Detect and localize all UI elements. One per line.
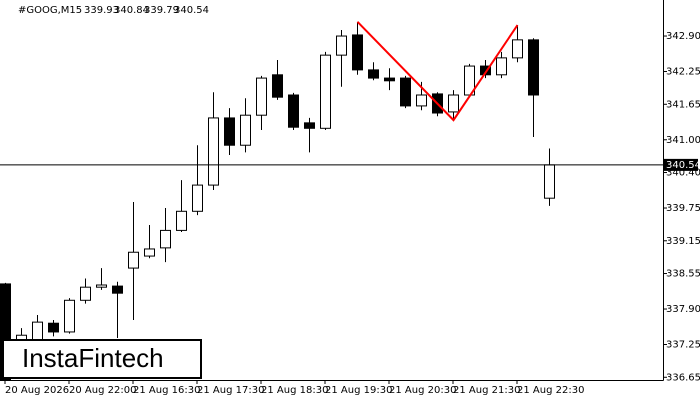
- candle-body: [528, 39, 539, 96]
- y-tick-label: 342.25: [666, 67, 700, 78]
- candle-body: [112, 285, 123, 294]
- candle-body: [496, 57, 507, 76]
- y-tick-label: 339.15: [666, 236, 700, 247]
- candle-body: [352, 34, 363, 71]
- y-tick-label: 339.75: [666, 203, 700, 214]
- candle-body: [368, 69, 379, 79]
- price-label: 340.54: [666, 160, 700, 171]
- x-tick-label: 21 Aug 17:30: [197, 385, 264, 396]
- x-tick-label: 21 Aug 16:30: [133, 385, 200, 396]
- y-tick-label: 337.90: [666, 304, 700, 315]
- candle-body: [176, 210, 187, 231]
- pattern-line: [356, 21, 519, 122]
- x-tick-label: 20 Aug 2026: [5, 385, 69, 396]
- candle-body: [64, 299, 75, 333]
- candle-body: [304, 122, 315, 129]
- x-tick-label: 21 Aug 21:30: [453, 385, 520, 396]
- candle-body: [448, 94, 459, 113]
- candle-body: [336, 35, 347, 56]
- candle-body: [224, 117, 235, 146]
- candle-body: [320, 54, 331, 129]
- candle-body: [192, 184, 203, 212]
- candle-body: [544, 164, 555, 199]
- x-tick-label: 21 Aug 22:30: [517, 385, 584, 396]
- header-open: 339.93: [84, 5, 119, 16]
- x-tick-label: 20 Aug 22:00: [69, 385, 136, 396]
- candle-body: [416, 94, 427, 107]
- chart-title: #GOOG,M15: [18, 5, 82, 16]
- candle-body: [208, 117, 219, 186]
- candle-body: [96, 284, 107, 288]
- x-tick-label: 21 Aug 19:30: [325, 385, 392, 396]
- header-high: 340.84: [114, 5, 149, 16]
- y-tick-label: 340.40: [666, 168, 700, 179]
- y-tick-label: 341.00: [666, 135, 700, 146]
- candle-body: [512, 39, 523, 59]
- y-tick-label: 342.90: [666, 31, 700, 42]
- candle-body: [480, 65, 491, 76]
- y-tick-label: 341.65: [666, 99, 700, 110]
- candle-body: [80, 286, 91, 301]
- header-close: 340.54: [174, 5, 209, 16]
- candle-body: [128, 251, 139, 269]
- plot-area: [0, 21, 555, 381]
- watermark-box: [2, 339, 202, 379]
- candle-body: [144, 248, 155, 257]
- watermark: InstaFintech: [22, 343, 164, 373]
- candle-body: [240, 114, 251, 146]
- header-low: 339.79: [144, 5, 179, 16]
- candle-body: [272, 74, 283, 98]
- candle-body: [256, 77, 267, 116]
- candle-body: [288, 94, 299, 128]
- y-tick-label: 336.65: [666, 372, 700, 383]
- y-tick-label: 337.25: [666, 340, 700, 351]
- candle-body: [400, 77, 411, 107]
- price-label-box: [664, 158, 698, 171]
- x-tick-label: 21 Aug 20:30: [389, 385, 456, 396]
- candle-body: [160, 229, 171, 249]
- y-tick-label: 338.55: [666, 269, 700, 280]
- candle-body: [384, 77, 395, 82]
- candle-body: [48, 322, 59, 333]
- x-tick-label: 21 Aug 18:30: [261, 385, 328, 396]
